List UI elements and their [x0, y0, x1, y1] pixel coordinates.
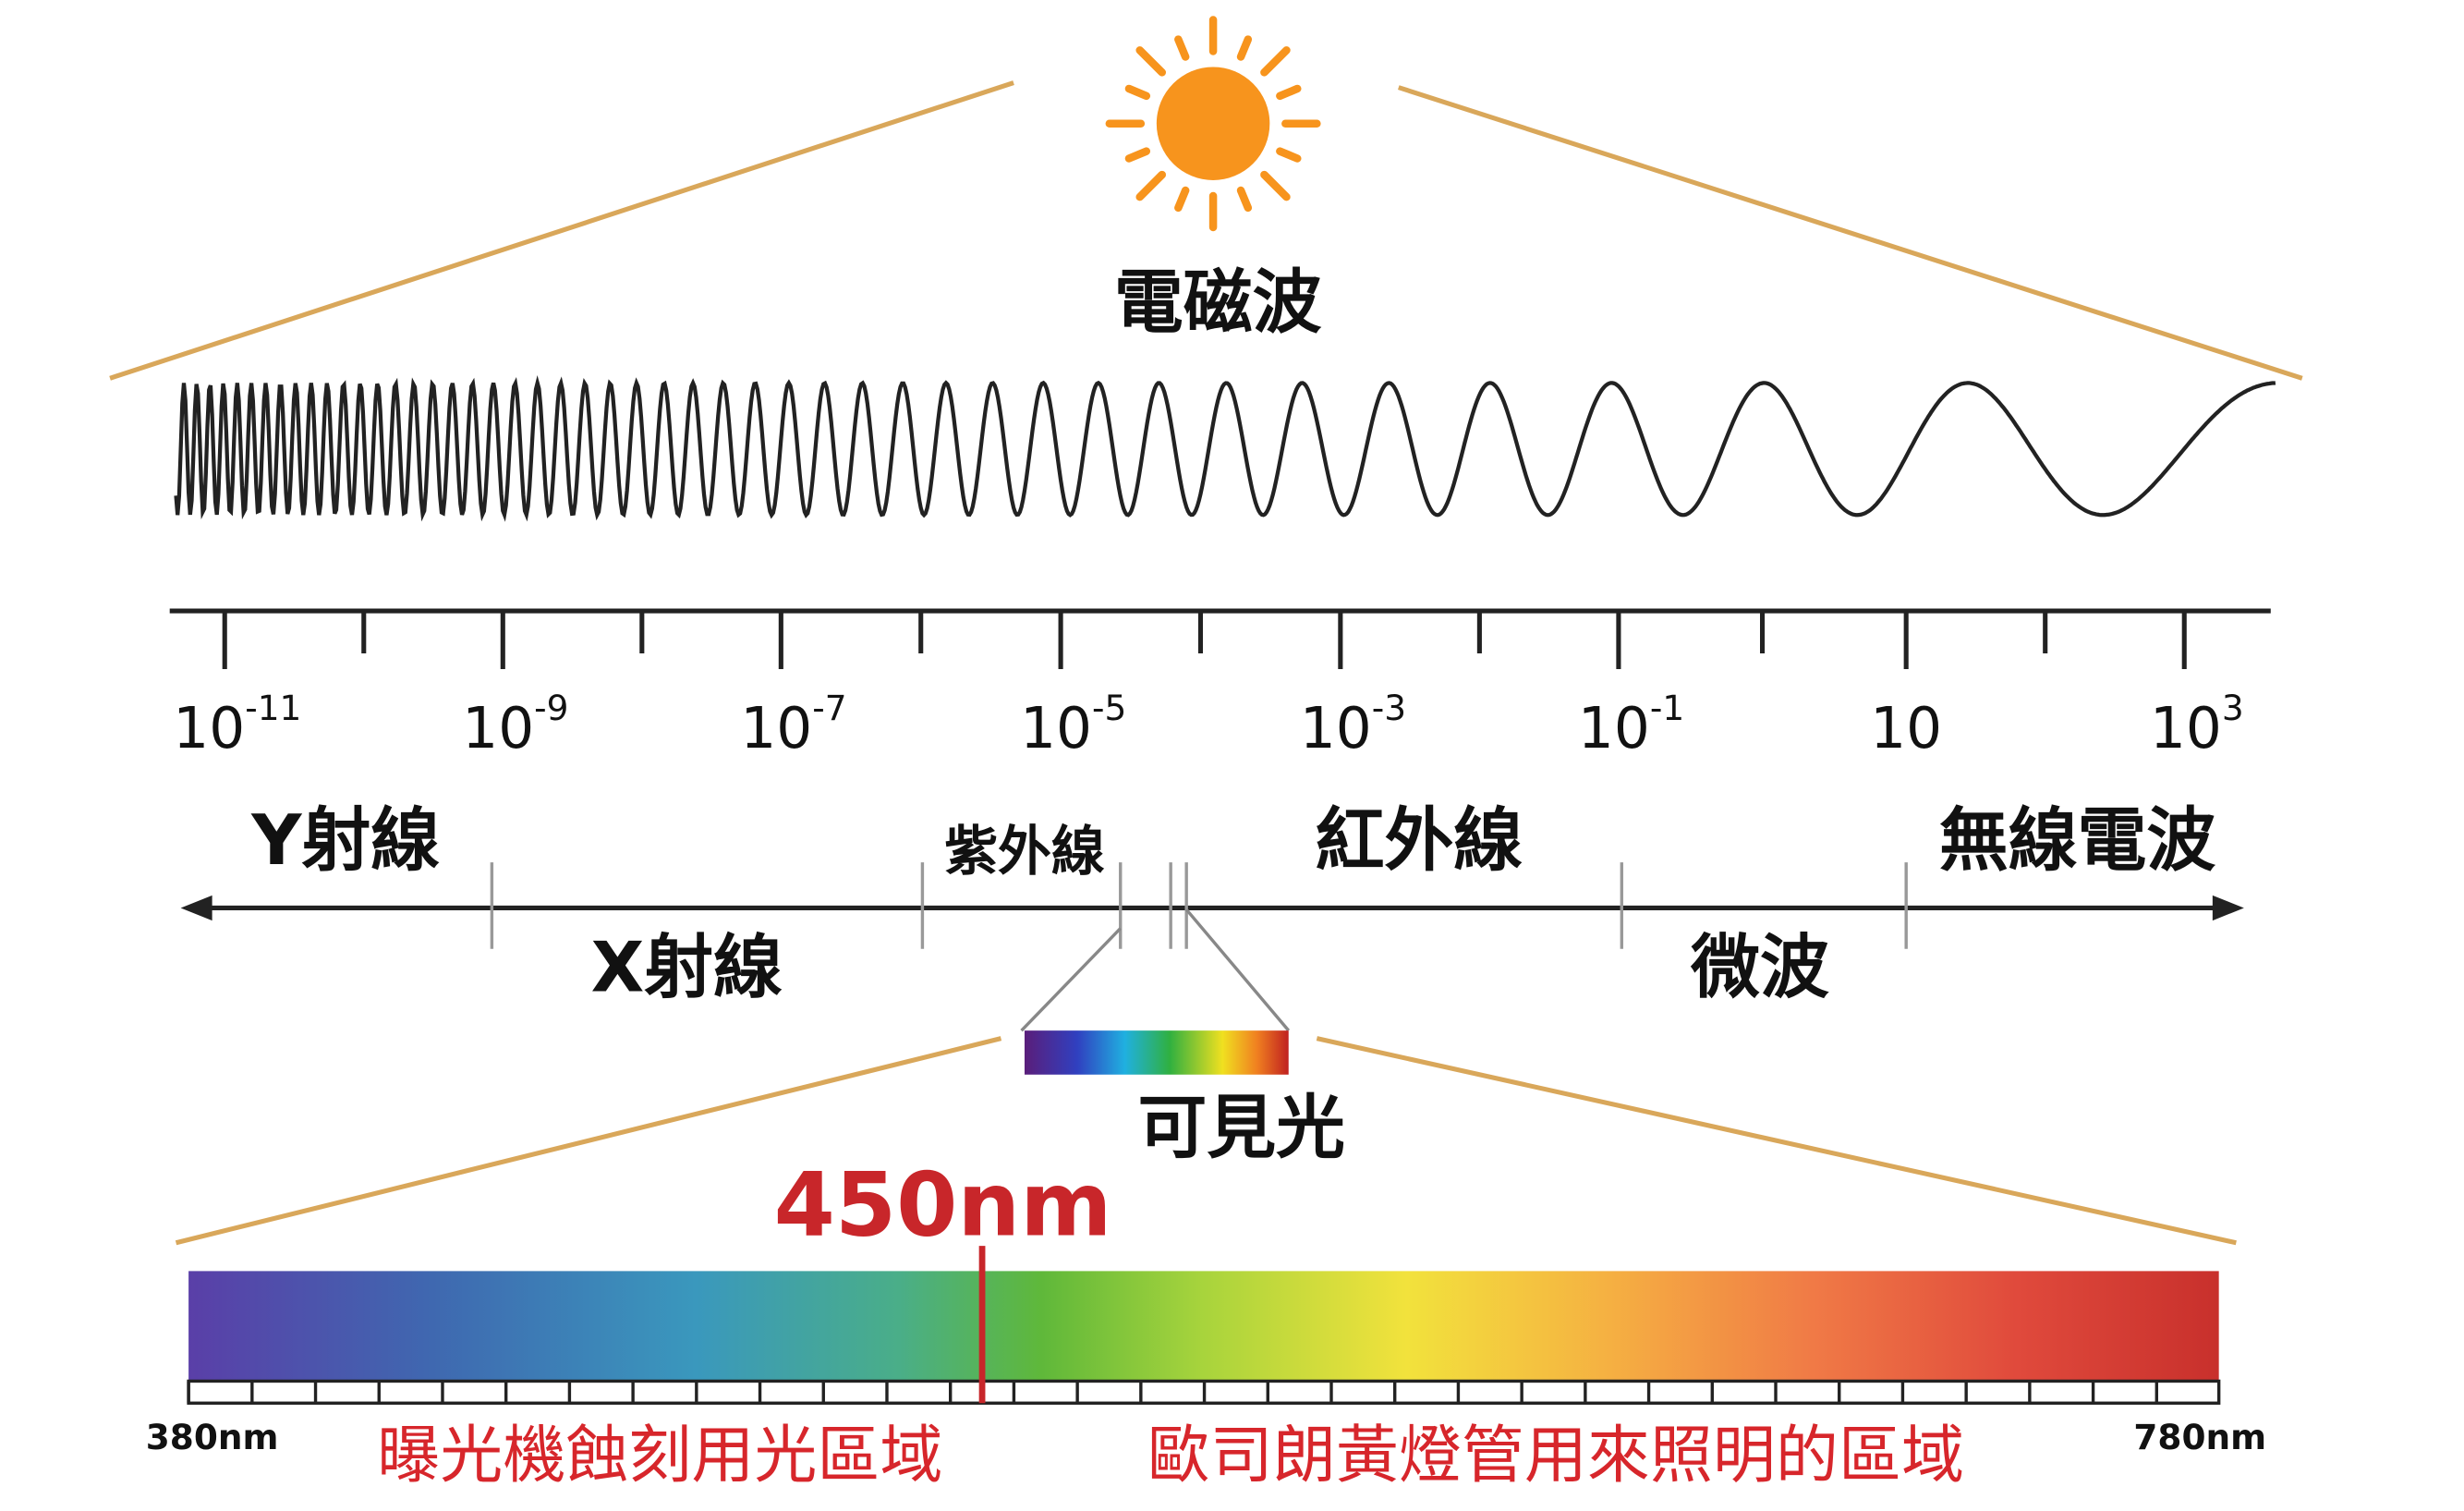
- sun-ray: [1124, 84, 1151, 101]
- label-base: 10: [1300, 696, 1372, 762]
- caption: 歐司朗黃燈管用來照明的區域: [1147, 1420, 1964, 1493]
- zoom-line: [1398, 85, 2303, 381]
- sun-ray: [1236, 186, 1253, 213]
- sun-ray: [1174, 186, 1190, 213]
- band-label: X射線: [591, 928, 783, 1008]
- wave: [174, 374, 2276, 522]
- scale-ticks: 10-11 10-9 10-7 10-5 10-3 10-1 10 103: [173, 611, 2244, 762]
- sun-ray: [1260, 46, 1291, 77]
- sun-ray: [1124, 147, 1151, 163]
- label-exponent: -5: [1092, 688, 1126, 728]
- range-start: 380nm: [146, 1417, 279, 1457]
- band-label: 無線電波: [1939, 800, 2215, 881]
- spectrum-ruler: [187, 1379, 2221, 1405]
- sun-ray: [1276, 84, 1302, 101]
- label-base: 10: [1020, 696, 1092, 762]
- scale-label: 103: [2150, 688, 2244, 762]
- range-end: 780nm: [2133, 1417, 2266, 1457]
- visible-band: [1024, 1030, 1289, 1075]
- scale-label: 10: [1870, 696, 1942, 762]
- band-label: 可見光: [1137, 1088, 1345, 1168]
- sun-icon: [1105, 16, 1321, 232]
- label-base: 10: [1578, 696, 1650, 762]
- sun-ray: [1236, 35, 1253, 61]
- marker-label: 450nm: [774, 1155, 1112, 1257]
- label-base: 10: [740, 696, 812, 762]
- label-base: 10: [173, 696, 245, 762]
- band-label: 紫外線: [944, 820, 1105, 883]
- label-exponent: 3: [2222, 688, 2244, 728]
- scale-label: 10-5: [1020, 688, 1126, 762]
- scale-label: 10-1: [1578, 688, 1684, 762]
- label-base: 10: [2150, 696, 2222, 762]
- spectrum-bar: [188, 1271, 2219, 1382]
- label-exponent: -9: [534, 688, 568, 728]
- caption: 曝光機蝕刻用光區域: [377, 1420, 942, 1493]
- label-exponent: -7: [812, 688, 846, 728]
- sun-ray: [1135, 46, 1167, 77]
- scale-label: 10-7: [740, 688, 846, 762]
- label-exponent: -3: [1372, 688, 1406, 728]
- zoom-line: [1316, 1036, 2237, 1246]
- zoom-line: [109, 80, 1014, 381]
- scale-label: 10-3: [1300, 688, 1406, 762]
- band-label: 微波: [1690, 928, 1829, 1008]
- label-base: 10: [462, 696, 534, 762]
- band-label: 紅外線: [1316, 800, 1523, 881]
- sun-ray: [1276, 147, 1302, 163]
- label-base: 10: [1870, 696, 1942, 762]
- sun-ray: [1135, 170, 1167, 201]
- sun-ray: [1174, 35, 1190, 61]
- scale-label: 10-9: [462, 688, 568, 762]
- title: 電磁波: [1114, 262, 1322, 343]
- sun-ray: [1260, 170, 1291, 201]
- band-arrow: [180, 862, 2244, 1032]
- zoom-line: [175, 1036, 1002, 1246]
- band-label: Y射線: [250, 800, 440, 881]
- scale-label: 10-11: [173, 688, 301, 762]
- label-exponent: -11: [245, 688, 301, 728]
- label-exponent: -1: [1650, 688, 1684, 728]
